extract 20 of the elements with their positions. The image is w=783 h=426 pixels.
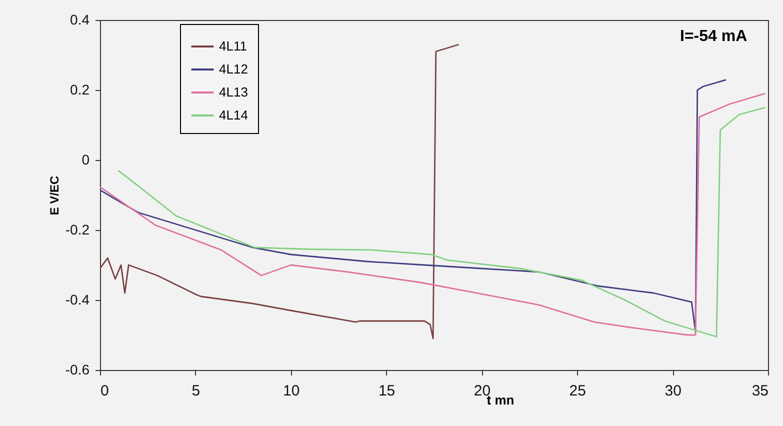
x-tick-label: 25: [569, 382, 586, 400]
legend-label: 4L14: [219, 108, 248, 122]
x-tick-label: 0: [100, 382, 109, 400]
line-series: [100, 44, 460, 340]
annotation: I=-54 mA: [680, 28, 748, 45]
x-tick-label: 15: [378, 382, 396, 400]
legend-label: 4L12: [219, 62, 248, 76]
x-tick-label: 10: [283, 382, 300, 400]
y-tick-label: -0.6: [65, 362, 90, 378]
x-tick-label: 35: [752, 382, 768, 400]
x-tick-label: 5: [192, 382, 200, 400]
y-tick-label: -0.4: [65, 292, 90, 308]
y-tick-label: 0: [82, 152, 90, 168]
y-axis-title: E V/EC: [47, 176, 62, 216]
legend-label: 4L11: [219, 38, 247, 54]
y-tick-label: 0.2: [70, 82, 90, 98]
legend-label: 4L13: [219, 84, 248, 100]
y-tick-label: -0.2: [65, 222, 90, 238]
x-tick-label: 30: [664, 382, 682, 400]
y-tick-label: 0.4: [70, 12, 90, 28]
